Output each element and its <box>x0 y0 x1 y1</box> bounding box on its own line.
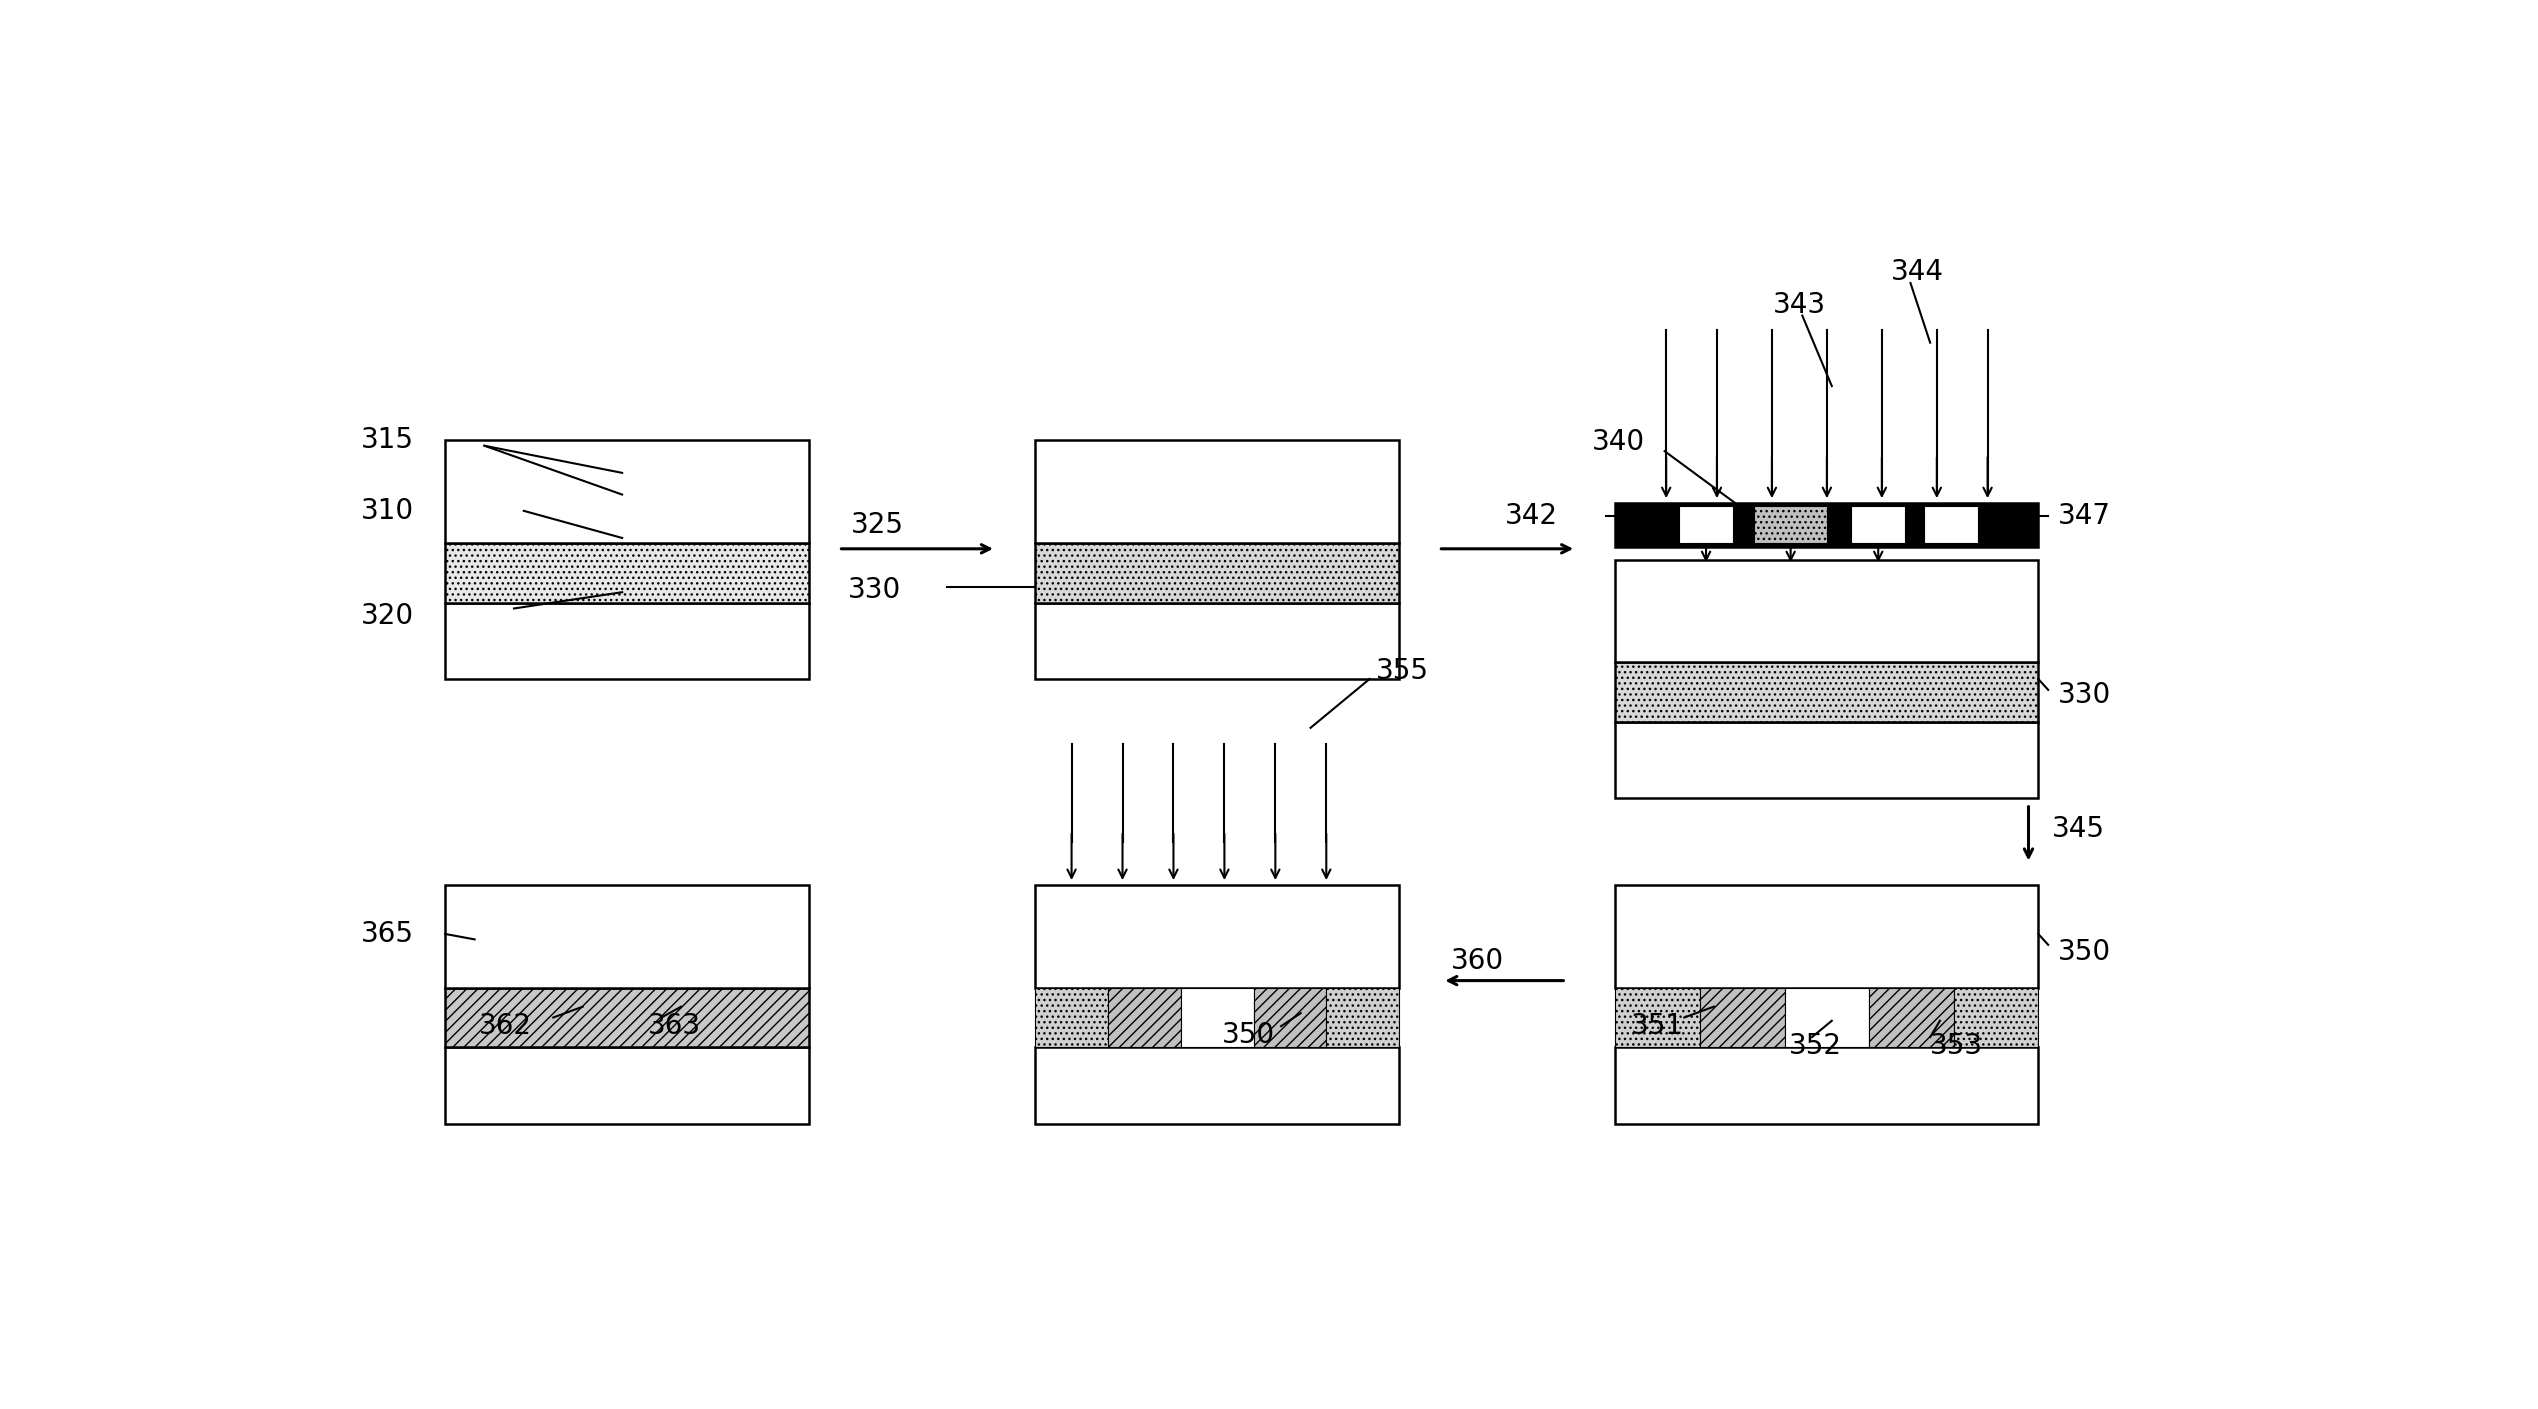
Text: 344: 344 <box>1891 258 1944 286</box>
Bar <box>1700 988 1784 1047</box>
Bar <box>1617 885 2038 988</box>
Text: 353: 353 <box>1931 1031 1982 1060</box>
Text: 350: 350 <box>1223 1022 1274 1048</box>
Text: 360: 360 <box>1452 947 1505 975</box>
Bar <box>444 542 810 603</box>
Bar <box>444 988 810 1047</box>
Bar <box>444 885 810 988</box>
Text: 345: 345 <box>2053 814 2104 843</box>
Text: 365: 365 <box>360 920 414 948</box>
Bar <box>1617 1047 2038 1124</box>
Text: 343: 343 <box>1774 290 1825 318</box>
Text: 330: 330 <box>2058 682 2112 709</box>
Bar <box>1036 885 1398 988</box>
Text: 352: 352 <box>1789 1031 1843 1060</box>
Bar <box>1109 988 1180 1047</box>
Bar <box>444 440 810 542</box>
Text: 320: 320 <box>360 602 414 630</box>
Text: 310: 310 <box>360 497 414 524</box>
Bar <box>1784 988 1868 1047</box>
Bar <box>1617 503 2038 547</box>
Bar <box>1924 506 1977 544</box>
Bar <box>1036 440 1398 542</box>
Text: 340: 340 <box>1591 428 1645 457</box>
Text: 351: 351 <box>1632 1012 1685 1040</box>
Text: 355: 355 <box>1376 658 1429 685</box>
Bar <box>1754 506 1827 544</box>
Bar <box>1036 603 1398 679</box>
Text: 330: 330 <box>848 576 901 604</box>
Bar <box>1850 506 1906 544</box>
Bar <box>1617 559 2038 662</box>
Bar <box>1036 542 1398 603</box>
Bar <box>1954 988 2038 1047</box>
Bar <box>1617 988 1700 1047</box>
Bar <box>1036 988 1109 1047</box>
Text: 342: 342 <box>1505 502 1558 530</box>
Bar <box>1617 721 2038 799</box>
Text: 347: 347 <box>2058 502 2112 530</box>
Bar <box>1678 506 1733 544</box>
Bar <box>444 1047 810 1124</box>
Bar <box>1254 988 1327 1047</box>
Bar <box>1868 988 1954 1047</box>
Text: 315: 315 <box>360 427 414 454</box>
Bar <box>1036 1047 1398 1124</box>
Bar <box>1327 988 1398 1047</box>
Text: 325: 325 <box>850 511 904 538</box>
Bar <box>1180 988 1254 1047</box>
Bar <box>1617 662 2038 721</box>
Text: 350: 350 <box>2058 938 2112 967</box>
Text: 363: 363 <box>647 1012 700 1040</box>
Text: 362: 362 <box>480 1012 530 1040</box>
Bar <box>444 603 810 679</box>
